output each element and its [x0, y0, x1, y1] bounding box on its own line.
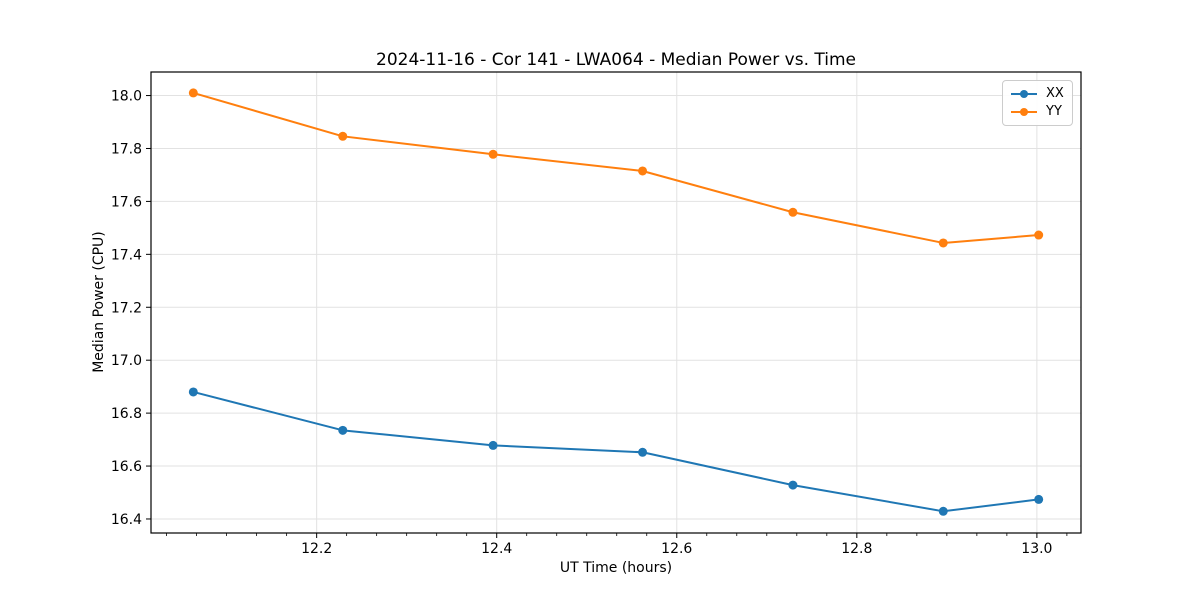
- y-tick-label: 17.2: [111, 300, 142, 316]
- x-tick-label: 12.6: [661, 541, 692, 557]
- legend-label-yy: YY: [1046, 104, 1062, 119]
- data-point-xx[interactable]: [338, 425, 348, 435]
- chart-title: 2024-11-16 - Cor 141 - LWA064 - Median P…: [376, 50, 856, 70]
- y-tick-label: 17.4: [111, 247, 142, 263]
- y-tick-label: 16.6: [111, 459, 142, 475]
- y-tick-label: 18.0: [111, 89, 142, 105]
- data-point-xx[interactable]: [638, 447, 648, 457]
- y-tick-label: 17.6: [111, 194, 142, 210]
- data-point-yy[interactable]: [1034, 230, 1044, 240]
- data-point-xx[interactable]: [938, 506, 948, 516]
- y-axis-label-text: Median Power (CPU): [91, 231, 107, 373]
- data-point-yy[interactable]: [788, 207, 798, 217]
- data-point-xx[interactable]: [488, 440, 498, 450]
- x-tick-label: 13.0: [1021, 541, 1052, 557]
- y-tick-label: 17.8: [111, 141, 142, 157]
- x-tick-label: 12.8: [841, 541, 872, 557]
- legend-marker-icon: [1020, 90, 1028, 98]
- data-point-xx[interactable]: [188, 387, 198, 397]
- x-tick-label: 12.2: [301, 541, 332, 557]
- legend-swatch-yy: [1011, 107, 1037, 117]
- data-point-yy[interactable]: [488, 149, 498, 159]
- y-tick-label: 17.0: [111, 353, 142, 369]
- plot-area-border: [150, 71, 1082, 534]
- data-point-xx[interactable]: [1034, 494, 1044, 504]
- x-tick-label: 12.4: [481, 541, 512, 557]
- legend-label-xx: XX: [1046, 86, 1064, 101]
- legend: XX YY: [1002, 80, 1073, 126]
- series-line-yy: [192, 91, 1040, 244]
- legend-marker-icon: [1020, 108, 1028, 116]
- data-point-yy[interactable]: [638, 166, 648, 176]
- legend-swatch-xx: [1011, 89, 1037, 99]
- x-axis-label: UT Time (hours): [559, 560, 673, 576]
- legend-item-yy[interactable]: YY: [1011, 103, 1065, 121]
- data-point-xx[interactable]: [788, 480, 798, 490]
- data-point-yy[interactable]: [938, 238, 948, 248]
- data-point-yy[interactable]: [188, 88, 198, 98]
- data-point-yy[interactable]: [338, 131, 348, 141]
- y-tick-label: 16.8: [111, 406, 142, 422]
- y-tick-label: 16.4: [111, 512, 142, 528]
- legend-item-xx[interactable]: XX: [1011, 85, 1065, 103]
- series-line-xx: [192, 390, 1040, 513]
